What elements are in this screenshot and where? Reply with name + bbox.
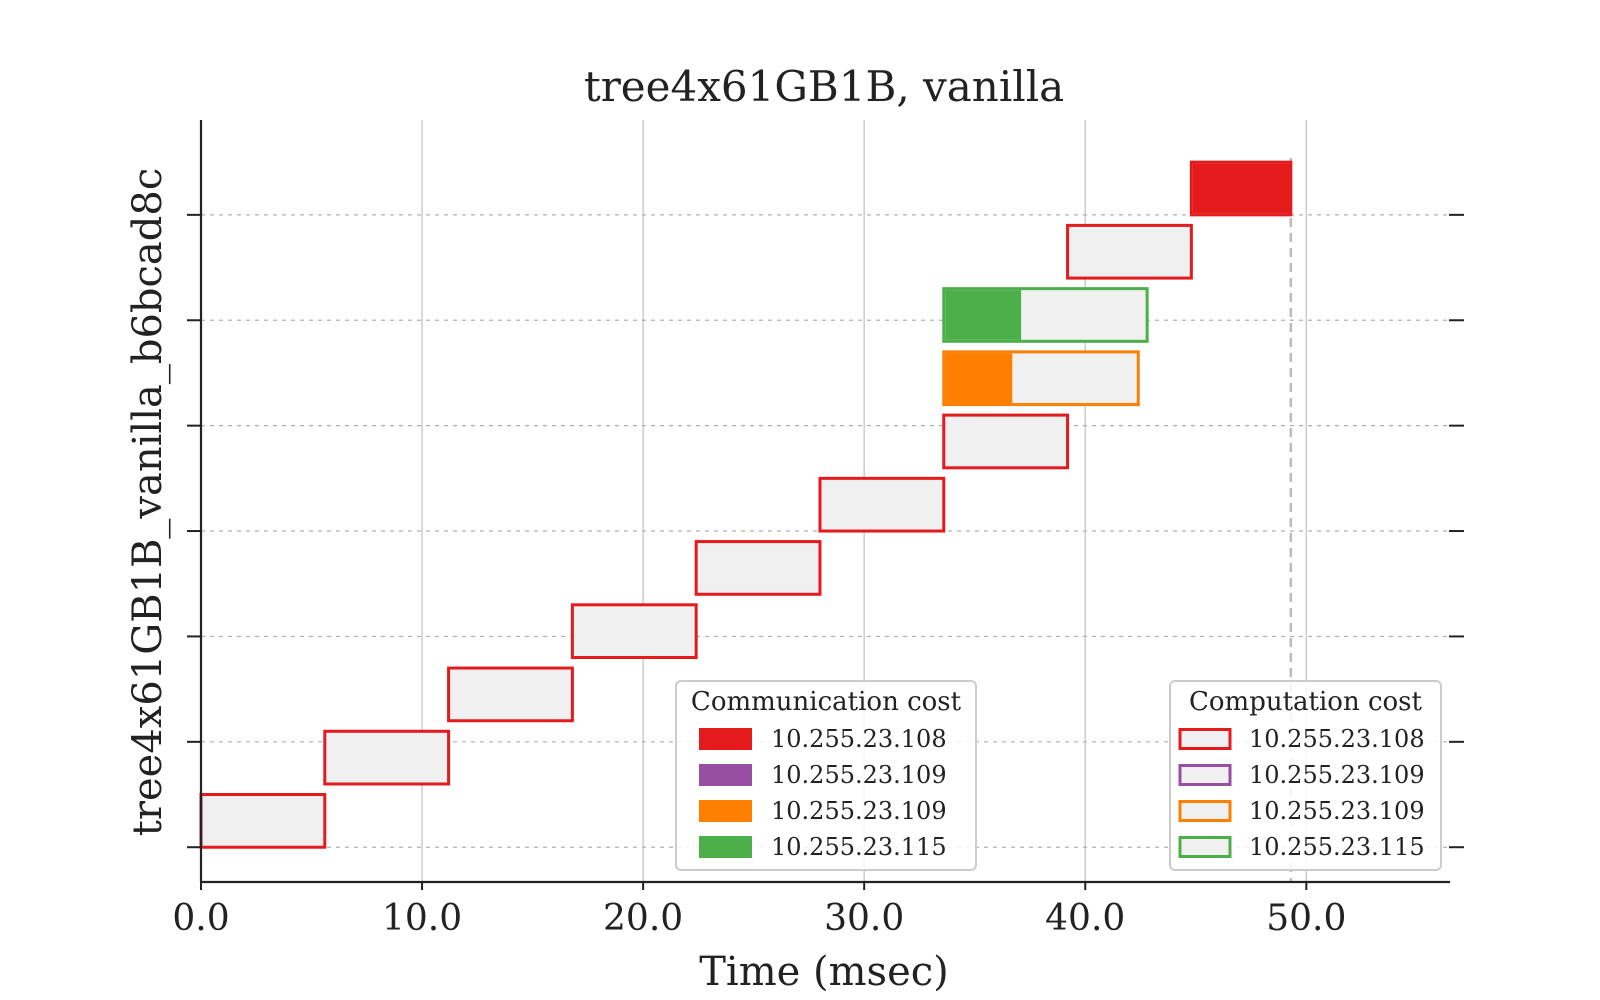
communication-bar-10 xyxy=(1192,163,1291,214)
axes xyxy=(199,120,1450,884)
computation-legend-label-1: 10.255.23.109 xyxy=(1249,761,1425,789)
communication-bar-8 xyxy=(945,290,1022,340)
x-tick-label-2: 20.0 xyxy=(603,898,683,939)
computation-legend-label-0: 10.255.23.108 xyxy=(1249,725,1425,753)
computation-legend-swatch-2 xyxy=(1178,800,1232,822)
communication-legend-swatch-0 xyxy=(699,728,752,750)
communication-bar-7 xyxy=(945,353,1013,404)
legend-computation: Computation cost 10.255.23.108 10.255.23.1… xyxy=(1169,680,1442,871)
x-tick-label-1: 10.0 xyxy=(382,898,462,939)
computation-bar-5 xyxy=(818,476,946,533)
communication-legend-swatch-2 xyxy=(699,800,752,822)
computation-bar-0 xyxy=(199,793,327,849)
x-tick-label-4: 40.0 xyxy=(1045,898,1125,939)
computation-legend-label-2: 10.255.23.109 xyxy=(1249,797,1425,825)
computation-legend-swatch-0 xyxy=(1178,728,1232,750)
communication-legend-title: Communication cost xyxy=(691,687,962,717)
computation-legend-frame xyxy=(1169,680,1442,871)
computation-bar-3 xyxy=(570,603,698,660)
computation-legend-label-3: 10.255.23.115 xyxy=(1249,833,1425,861)
computation-legend-swatch-3 xyxy=(1178,836,1232,858)
communication-legend-label-1: 10.255.23.109 xyxy=(771,761,947,789)
computation-bar-4 xyxy=(694,540,822,596)
computation-legend-swatch-1 xyxy=(1178,764,1232,786)
computation-bar-6 xyxy=(942,413,1070,470)
computation-bar-9 xyxy=(1066,223,1193,280)
computation-legend-title: Computation cost xyxy=(1189,687,1423,717)
communication-legend-label-0: 10.255.23.108 xyxy=(771,725,947,753)
computation-bar-1 xyxy=(323,729,451,786)
chart-title: tree4x61GB1B, vanilla xyxy=(584,62,1064,111)
x-axis-label: Time (msec) xyxy=(699,949,949,995)
communication-legend-label-2: 10.255.23.109 xyxy=(771,797,947,825)
bars xyxy=(199,160,1293,849)
grid xyxy=(200,120,1455,882)
x-ticks: 0.0 10.0 20.0 30.0 40.0 50.0 xyxy=(172,882,1346,939)
x-tick-label-0: 0.0 xyxy=(172,898,229,939)
communication-legend-swatch-3 xyxy=(699,836,752,858)
x-tick-label-3: 30.0 xyxy=(824,898,904,939)
computation-bar-2 xyxy=(447,666,574,723)
y-ticks xyxy=(187,213,1464,849)
x-tick-label-5: 50.0 xyxy=(1266,898,1346,939)
y-axis-label: tree4x61GB1B_vanilla_b6bcad8c xyxy=(125,168,171,836)
communication-legend-swatch-1 xyxy=(699,764,752,786)
legend-communication: Communication cost 10.255.23.108 10.255.23… xyxy=(675,680,977,871)
communication-legend-label-3: 10.255.23.115 xyxy=(771,833,947,861)
